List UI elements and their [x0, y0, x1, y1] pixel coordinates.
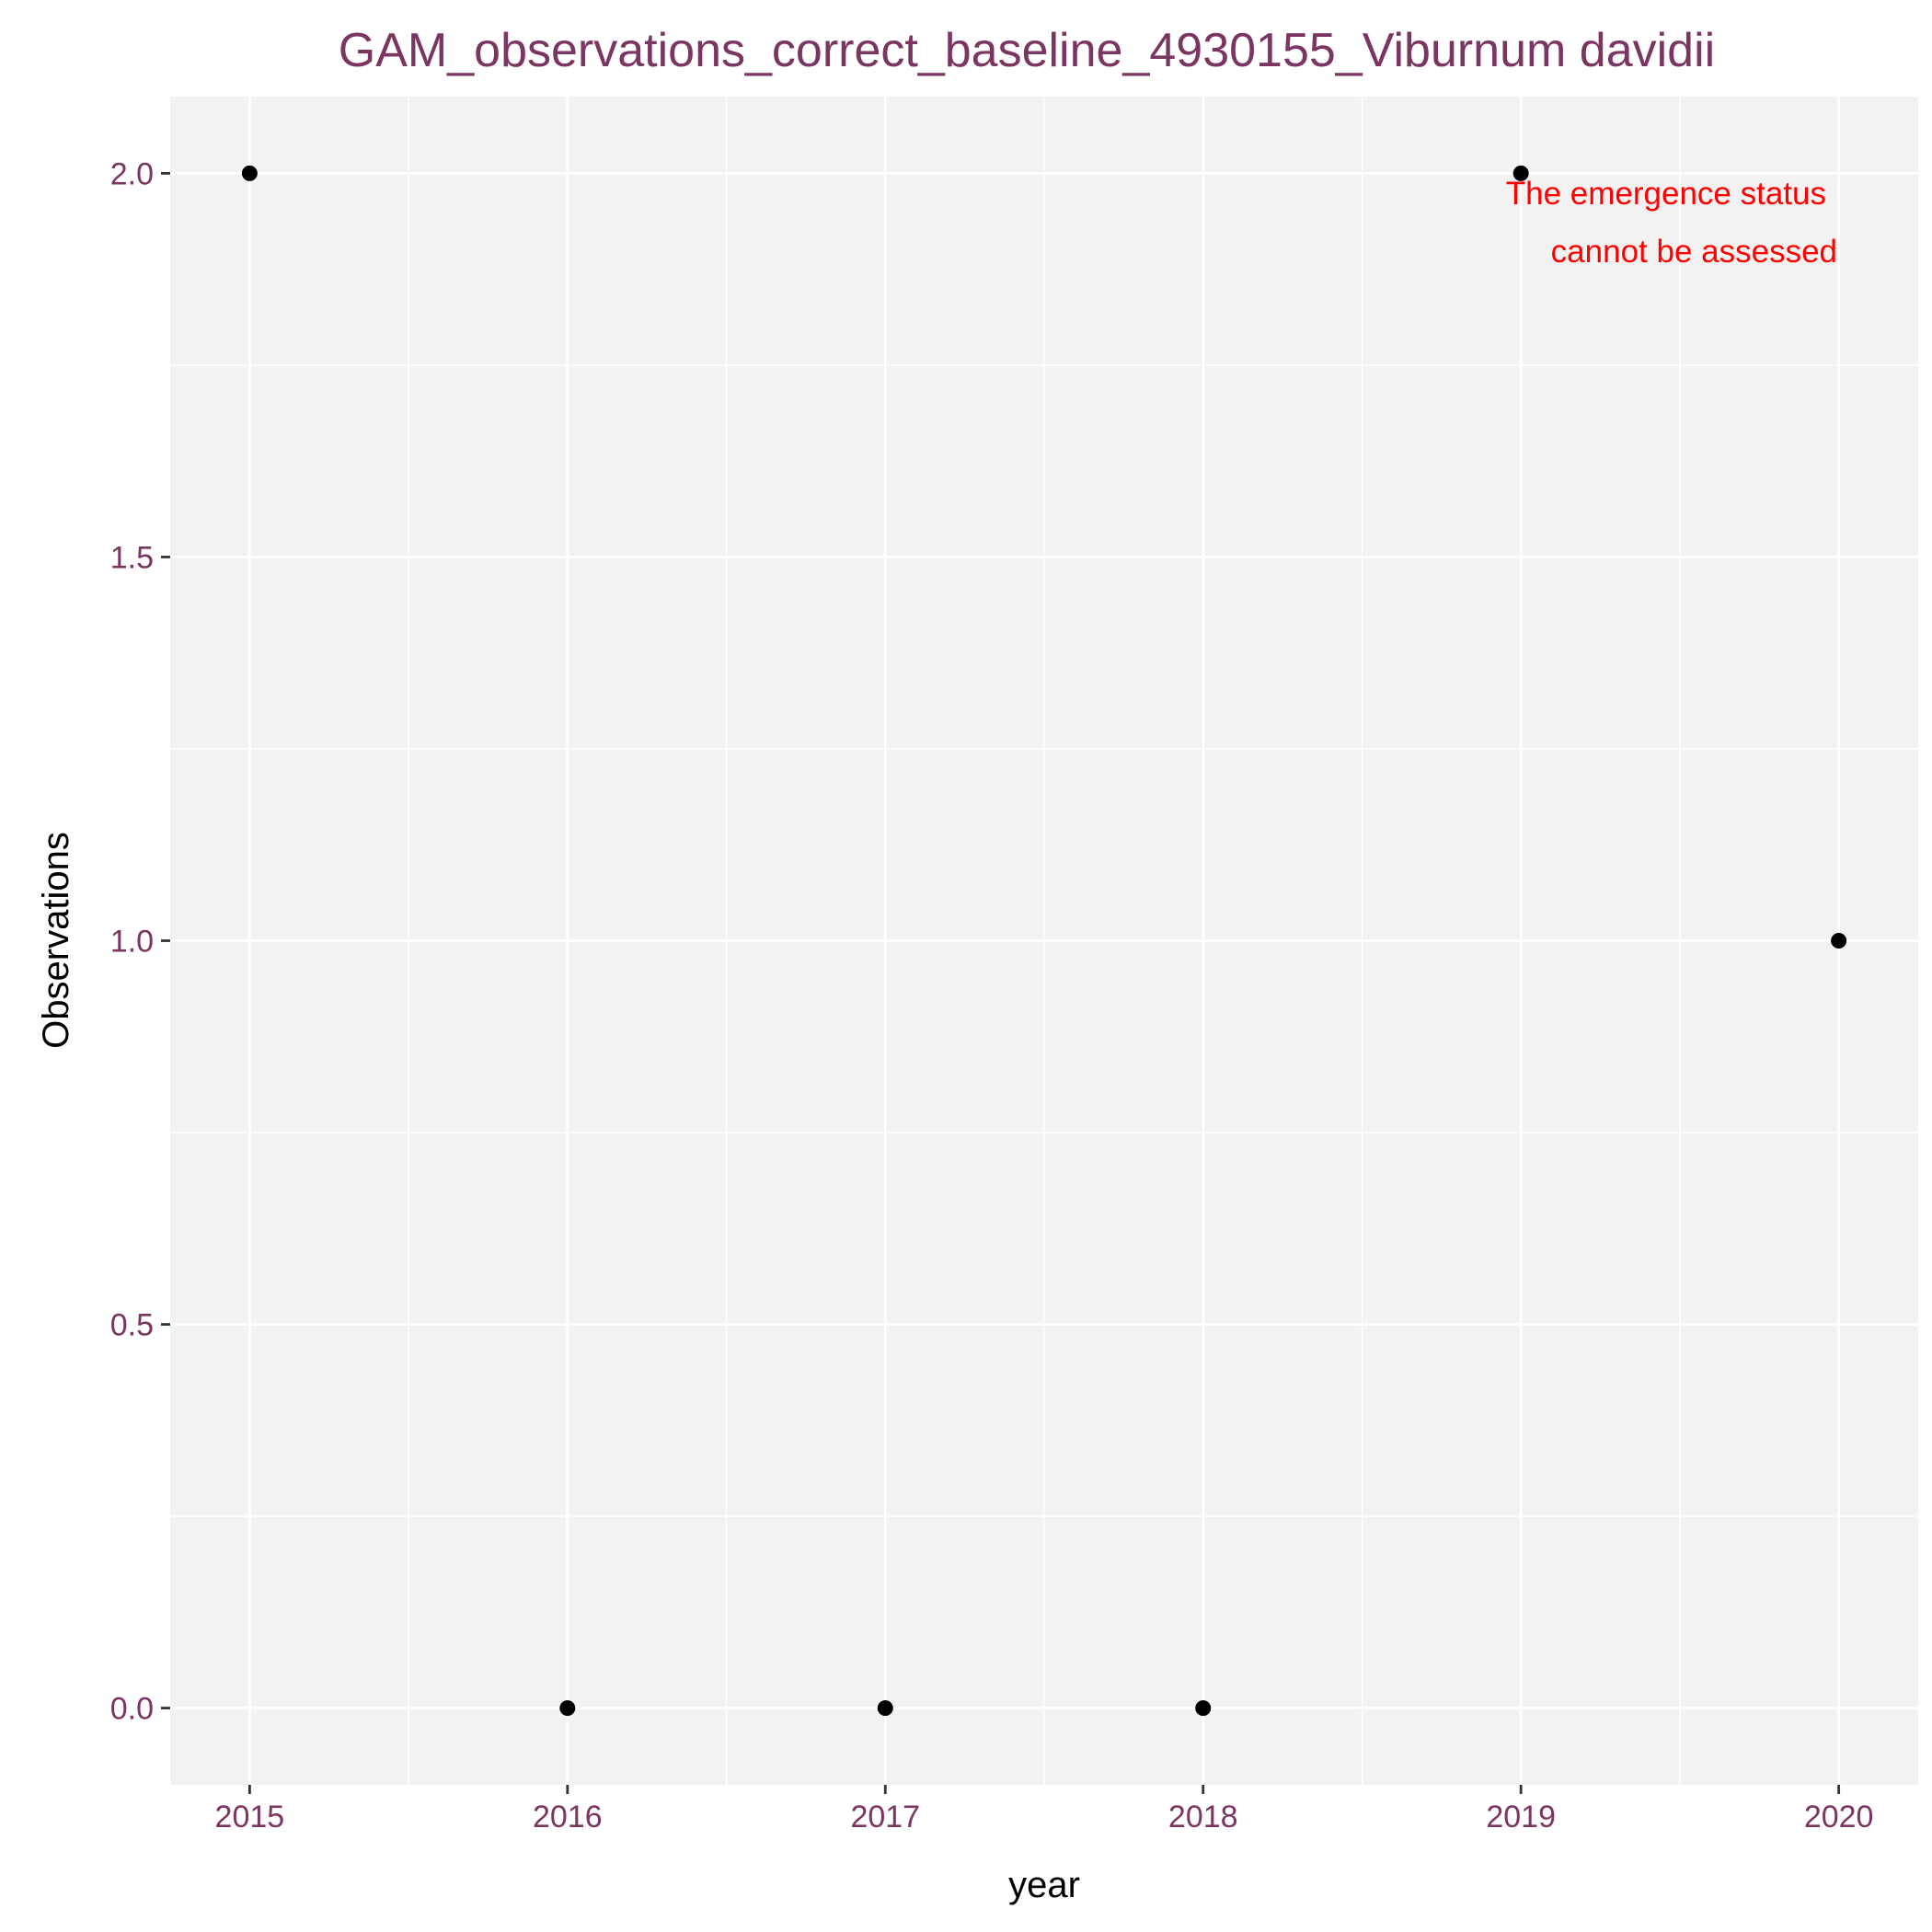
grid-major: [170, 97, 1918, 1785]
y-tick-label: 2.0: [110, 156, 154, 191]
data-point: [1512, 165, 1529, 181]
x-tick-label: 2018: [1168, 1800, 1238, 1834]
data-point: [877, 1700, 893, 1717]
y-axis-title: Observations: [36, 832, 76, 1049]
x-axis-title: year: [1008, 1865, 1080, 1905]
y-tick-label: 0.0: [110, 1692, 154, 1727]
y-axis: 0.0 0.5 1.0 1.5 2.0: [110, 156, 170, 1727]
annotation-line-1: The emergence status: [1506, 176, 1826, 212]
x-tick-label: 2019: [1486, 1800, 1556, 1834]
data-points: [241, 165, 1847, 1717]
data-point: [1831, 933, 1847, 949]
chart-title: GAM_observations_correct_baseline_493015…: [339, 24, 1715, 77]
x-tick-label: 2016: [533, 1800, 603, 1834]
annotation-line-2: cannot be assessed: [1551, 234, 1837, 270]
y-tick-label: 1.0: [110, 925, 154, 960]
x-tick-label: 2020: [1804, 1800, 1874, 1834]
x-tick-label: 2015: [215, 1800, 285, 1834]
data-point: [1195, 1700, 1212, 1717]
y-tick-label: 0.5: [110, 1308, 154, 1343]
data-point: [559, 1700, 576, 1717]
y-tick-label: 1.5: [110, 540, 154, 575]
x-tick-label: 2017: [850, 1800, 920, 1834]
data-point: [241, 165, 258, 181]
x-axis: 2015 2016 2017 2018 2019 2020: [215, 1785, 1874, 1834]
